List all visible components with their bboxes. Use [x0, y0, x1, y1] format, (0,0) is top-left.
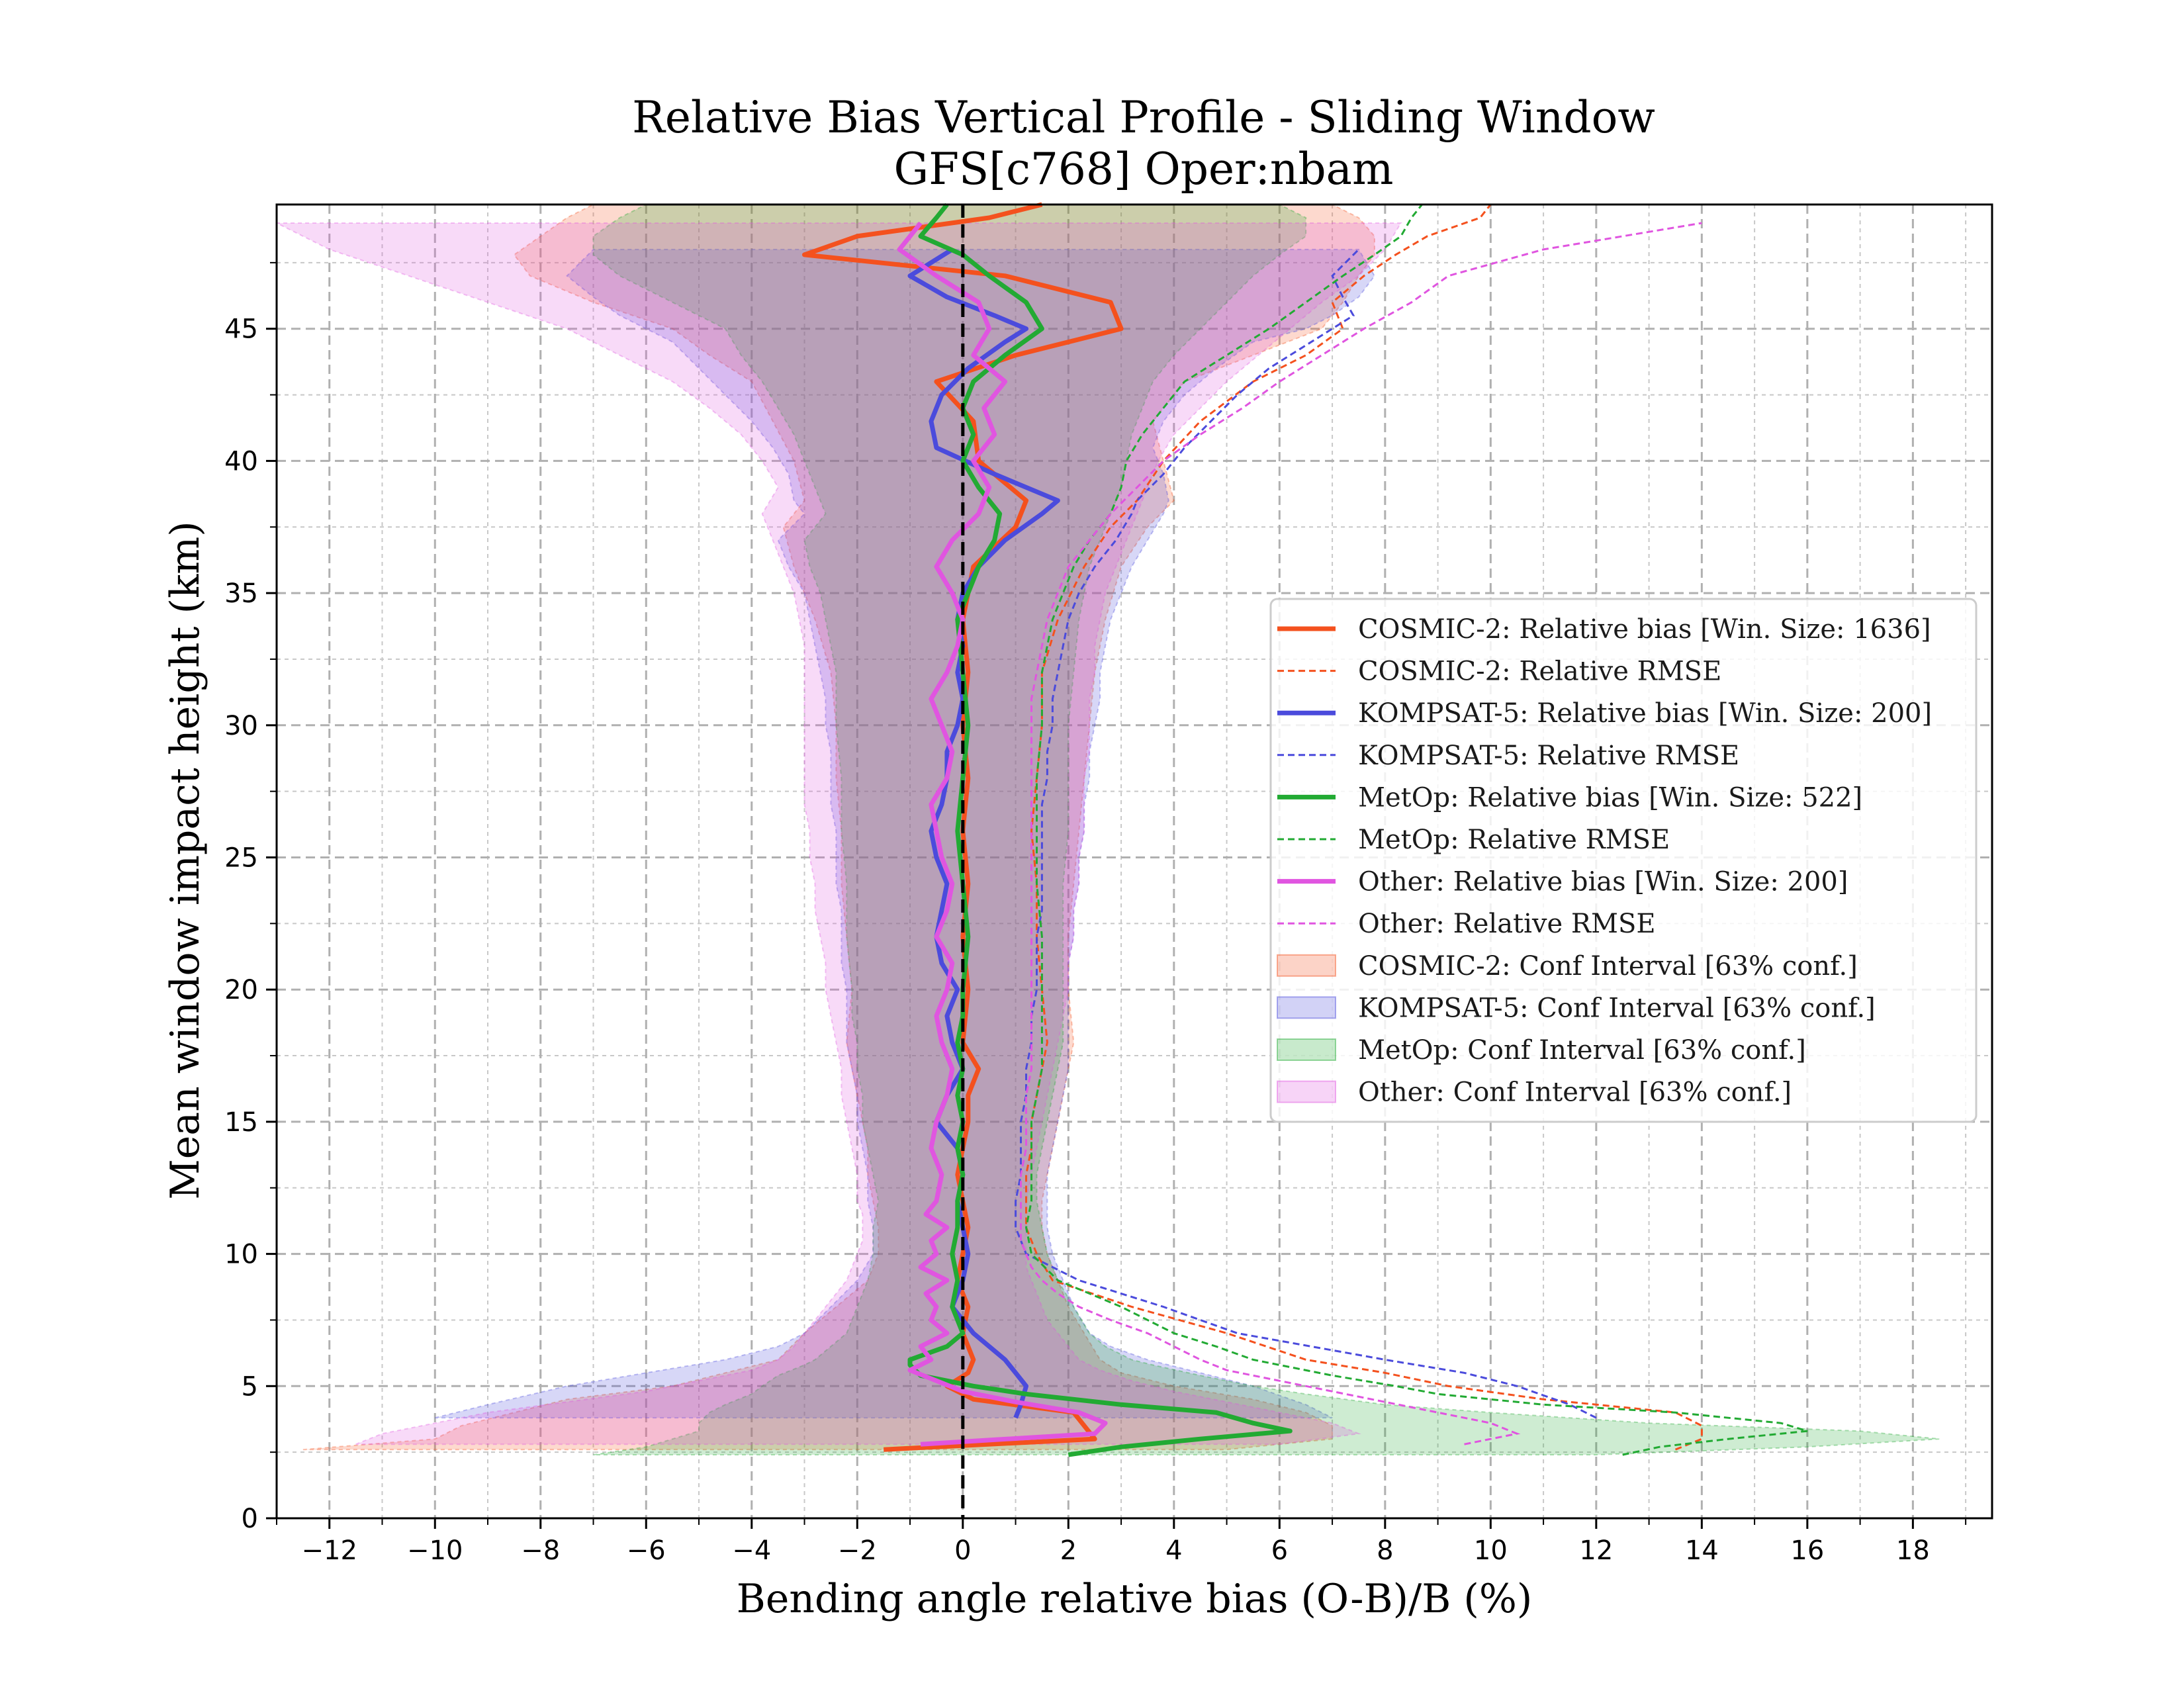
metop-legend-ci-swatch	[1277, 1038, 1336, 1061]
x-tick-label: −2	[838, 1535, 877, 1566]
x-tick-label: −6	[627, 1535, 666, 1566]
kompsat-5-legend-rmse-label: KOMPSAT-5: Relative RMSE	[1358, 741, 1739, 771]
x-tick-label: −4	[732, 1535, 771, 1566]
kompsat-5-conf-interval-band	[435, 248, 1376, 1419]
other-legend-ci-label: Other: Conf Interval [63% conf.]	[1358, 1077, 1792, 1108]
other-rmse-line	[1020, 222, 1702, 1445]
y-tick-label: 5	[242, 1371, 258, 1402]
legend-box	[1269, 598, 1978, 1123]
x-axis-label: Bending angle relative bias (O-B)/B (%)	[737, 1576, 1533, 1622]
x-tick-label: 16	[1790, 1535, 1824, 1566]
y-tick-label: 45	[224, 314, 258, 345]
kompsat-5-legend-ci-swatch	[1277, 996, 1336, 1019]
y-tick-label: 15	[224, 1107, 258, 1138]
other-conf-interval-band	[276, 222, 1402, 1445]
kompsat-5-legend-bias-label: KOMPSAT-5: Relative bias [Win. Size: 200…	[1358, 698, 1932, 729]
x-tick-label: 18	[1896, 1535, 1930, 1566]
y-axis-label: Mean window impact height (km)	[162, 521, 208, 1199]
x-tick-label: 14	[1685, 1535, 1719, 1566]
x-tick-label: −12	[302, 1535, 357, 1566]
cosmic-2-legend-rmse-label: COSMIC-2: Relative RMSE	[1358, 657, 1721, 687]
y-tick-label: 30	[224, 711, 258, 741]
cosmic-2-legend-bias-label: COSMIC-2: Relative bias [Win. Size: 1636…	[1358, 614, 1931, 645]
other-legend-rmse-label: Other: Relative RMSE	[1358, 909, 1656, 939]
y-tick-label: 20	[224, 975, 258, 1005]
y-tick-label: 25	[224, 843, 258, 874]
x-tick-label: −8	[521, 1535, 560, 1566]
chart-title: Relative Bias Vertical Profile - Sliding…	[632, 92, 1655, 143]
kompsat-5-bias-line	[907, 247, 1060, 1419]
x-tick-label: 4	[1165, 1535, 1182, 1566]
kompsat-5-legend-ci-label: KOMPSAT-5: Conf Interval [63% conf.]	[1358, 993, 1876, 1023]
x-tick-label: −10	[407, 1535, 463, 1566]
x-axis-ticks: −12 −10 −8 −6 −4 −2 0 2 4 6 8 10 12 14 16 18	[276, 1518, 1967, 1566]
y-tick-label: 35	[224, 578, 258, 609]
legend: COSMIC-2: Relative bias [Win. Size: 1636…	[1269, 598, 1978, 1123]
x-tick-label: 8	[1377, 1535, 1393, 1566]
metop-rmse-line	[1024, 204, 1808, 1456]
plot-frame	[275, 203, 1993, 1520]
other-legend-ci-swatch	[1277, 1080, 1336, 1103]
chart-subtitle: GFS[c768] Oper:nbam	[893, 144, 1393, 195]
y-axis-ticks: 0 5 10 15 20 25 30 35 40 45	[224, 261, 277, 1534]
cosmic-2-legend-ci-label: COSMIC-2: Conf Interval [63% conf.]	[1358, 951, 1858, 982]
x-tick-label: 0	[954, 1535, 971, 1566]
other-bias-line	[897, 221, 1108, 1447]
y-tick-label: 10	[224, 1240, 258, 1270]
other-legend-bias-label: Other: Relative bias [Win. Size: 200]	[1358, 867, 1848, 897]
rmse-lines	[1015, 204, 1808, 1456]
kompsat-5-rmse-line	[1015, 248, 1597, 1419]
x-tick-label: 10	[1474, 1535, 1508, 1566]
metop-legend-ci-label: MetOp: Conf Interval [63% conf.]	[1358, 1035, 1806, 1066]
x-tick-label: 6	[1271, 1535, 1288, 1566]
y-tick-label: 0	[242, 1504, 258, 1534]
y-tick-label: 40	[224, 446, 258, 477]
metop-bias-line	[907, 203, 1293, 1457]
x-tick-label: 2	[1060, 1535, 1077, 1566]
metop-legend-bias-label: MetOp: Relative bias [Win. Size: 522]	[1358, 782, 1862, 813]
bias-lines	[802, 202, 1293, 1457]
x-tick-label: 12	[1579, 1535, 1613, 1566]
metop-legend-rmse-label: MetOp: Relative RMSE	[1358, 825, 1670, 855]
cosmic-2-rmse-line	[1025, 204, 1703, 1451]
cosmic-2-legend-ci-swatch	[1277, 954, 1336, 977]
